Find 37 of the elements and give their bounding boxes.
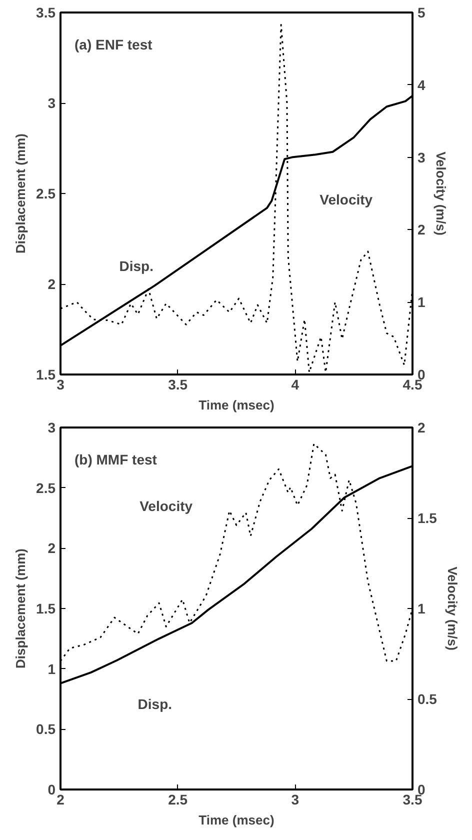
annotation: (b) MMF test: [74, 452, 158, 468]
x-tick-label: 2.5: [168, 792, 188, 808]
y2-axis-title: Velocity (m/s): [444, 566, 460, 650]
y-tick-label: 2: [48, 540, 56, 556]
y2-axis-title: Velocity (m/s): [433, 152, 448, 236]
text: Velocity: [140, 498, 193, 514]
y-axis-title: Displacement (mm): [13, 134, 28, 254]
y-tick-label: 3.5: [36, 4, 56, 20]
y-tick-label: 3: [48, 95, 56, 111]
x-axis-title: Time (msec): [198, 812, 274, 828]
y-tick-label: 2.5: [36, 186, 56, 202]
y2-tick-label: 5: [418, 4, 426, 20]
y-tick-label: 1: [48, 660, 56, 677]
y-tick-label: 2: [48, 276, 56, 292]
y2-tick-label: 1: [418, 294, 426, 310]
y-tick-label: 2.5: [36, 480, 56, 496]
y2-tick-label: 3: [418, 149, 426, 166]
y-tick-label: 3: [48, 420, 56, 436]
annotation: (a) ENF test: [74, 36, 153, 52]
y2-tick-label: 2: [418, 222, 426, 238]
text: Disp.: [138, 696, 172, 712]
x-tick-label: 4: [291, 376, 300, 392]
x-tick-label: 3.5: [168, 376, 188, 392]
y2-tick-label: 4: [418, 76, 426, 93]
y2-tick-label: 1.5: [418, 510, 438, 526]
series-label: Disp.: [119, 258, 154, 274]
y-tick-label: 1.5: [36, 600, 56, 616]
x-tick-label: 3: [291, 792, 300, 808]
y2-tick-label: 2: [418, 420, 426, 436]
y2-tick-label: 1: [418, 600, 426, 616]
text: Velocity: [320, 191, 373, 208]
y2-tick-label: 0.5: [418, 691, 438, 707]
y-axis-title: Displacement (mm): [13, 548, 28, 668]
x-axis-title: Time (msec): [198, 398, 274, 412]
y-tick-label: 1.5: [36, 366, 56, 382]
y-tick-label: 0.5: [36, 721, 56, 738]
y-tick-label: 0: [48, 782, 56, 798]
